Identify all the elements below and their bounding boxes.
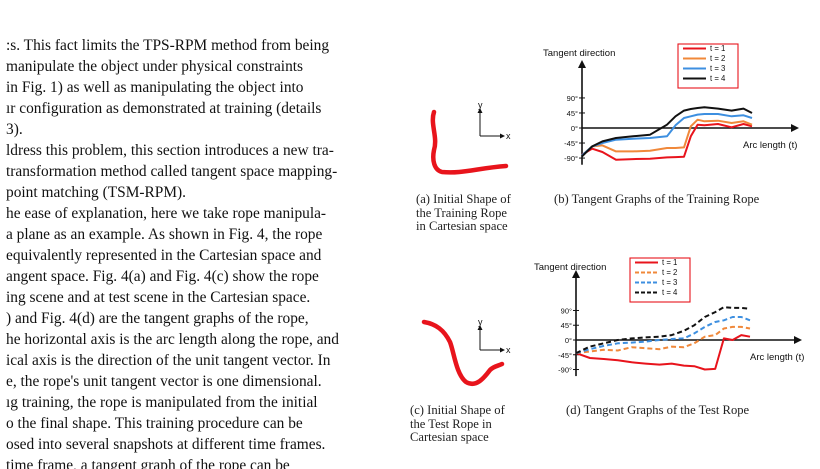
body-line: e, the rope's unit tangent vector is one… <box>6 373 322 390</box>
caption-d-label: (d) Tangent Graphs of the Test Rope <box>566 403 750 417</box>
chart-d-series-line <box>575 334 751 371</box>
chart-d-legend-label: t = 4 <box>662 288 678 297</box>
body-line: ldress this problem, this section introd… <box>6 142 334 159</box>
body-line: o the final shape. This training procedu… <box>6 415 303 432</box>
chart-d-series-line <box>575 316 751 355</box>
body-line: time frame, a tangent graph of the rope … <box>6 457 290 469</box>
chart-b-series-line <box>581 106 753 158</box>
panel-a-axis-x-label: x <box>506 131 511 141</box>
chart-d-ytick-label: -90° <box>558 366 572 375</box>
body-line: ıg training, the rope is manipulated fro… <box>6 394 318 411</box>
chart-b-legend-label: t = 2 <box>710 54 725 63</box>
chart-d-ytick-label: 0° <box>565 336 572 345</box>
chart-d-x-axis-arrow-icon <box>794 336 802 344</box>
chart-d-series-line <box>575 306 751 355</box>
panel-a-axis-y-label: y <box>478 100 483 110</box>
chart-d-legend-box <box>629 257 691 303</box>
chart-d-ytick-label: 90° <box>561 306 572 315</box>
chart-d-y-axis-arrow-icon <box>572 270 580 278</box>
caption-a-line: the Training Rope <box>416 205 507 220</box>
chart-d-series-line <box>575 325 751 355</box>
chart-d-ytick-label: 45° <box>561 321 572 330</box>
test-tangent-chart: Tangent direction Arc length (t) 90° 45° 0… <box>534 257 804 377</box>
body-line: transformation method called tangent spa… <box>6 163 338 180</box>
chart-b-ytick-label: 0° <box>571 124 578 133</box>
body-line: in Fig. 1) as well as manipulating the o… <box>6 79 304 96</box>
body-line: ır configuration as demonstrated at trai… <box>6 100 322 117</box>
caption-a-line: (a) Initial Shape of <box>416 192 511 206</box>
chart-b-ytick-label: -45° <box>564 139 578 148</box>
chart-b-ytick-label: 90° <box>567 94 578 103</box>
body-line: equivalently represented in the Cartesia… <box>6 247 322 264</box>
body-line: angent space. Fig. 4(a) and Fig. 4(c) sh… <box>6 268 319 285</box>
chart-b-y-axis-label: Tangent direction <box>543 48 615 59</box>
caption-c: (c) Initial Shape of the Test Rope in Ca… <box>410 403 535 445</box>
body-line: he horizontal axis is the arc length alo… <box>6 331 339 348</box>
chart-b-ytick-label: 45° <box>567 109 578 118</box>
chart-d-legend-label: t = 2 <box>662 268 677 277</box>
panel-c-rope-figure: y x <box>421 317 511 387</box>
training-tangent-chart: Tangent direction Arc length (t) 90° 45° 0… <box>543 43 799 165</box>
body-text-column: :s. This fact limits the TPS-RPM method … <box>0 37 388 469</box>
body-line: ing scene and at test scene in the Carte… <box>6 289 311 306</box>
chart-d-y-axis-label: Tangent direction <box>534 262 606 273</box>
caption-a-line: in Cartesian space <box>416 219 508 233</box>
caption-a: (a) Initial Shape of the Training Rope i… <box>416 192 536 234</box>
body-line: manipulate the object under physical con… <box>6 58 304 75</box>
panel-a-rope-figure: y x <box>430 100 511 175</box>
body-line: :s. This fact limits the TPS-RPM method … <box>6 37 330 54</box>
training-rope-curve <box>430 109 509 175</box>
chart-b-ytick-label: -90° <box>564 154 578 163</box>
chart-b-series-line <box>581 118 753 157</box>
chart-b-x-axis-label: Arc length (t) <box>743 140 797 151</box>
chart-d-ytick-label: -45° <box>558 351 572 360</box>
chart-b-y-axis-arrow-icon <box>578 60 586 68</box>
chart-d-legend-label: t = 1 <box>662 258 677 267</box>
test-rope-curve <box>421 319 505 387</box>
chart-b-x-axis-arrow-icon <box>791 124 799 132</box>
caption-c-line: (c) Initial Shape of <box>410 403 505 417</box>
chart-d-legend-label: t = 3 <box>662 278 677 287</box>
body-line: 3). <box>6 121 23 138</box>
caption-d-text: (d) Tangent Graphs of the Test Rope <box>566 403 806 418</box>
caption-b-label: (b) Tangent Graphs of the Training Rope <box>554 192 760 206</box>
axis-frame-icon <box>477 108 505 139</box>
caption-b-text: (b) Tangent Graphs of the Training Rope <box>554 192 804 207</box>
body-line: a plane as an example. As shown in Fig. … <box>6 226 323 243</box>
axis-frame-icon <box>477 325 505 353</box>
body-line: osed into several snapshots at different… <box>6 436 326 453</box>
body-line: he ease of explanation, here we take rop… <box>6 205 327 222</box>
caption-c-line: Cartesian space <box>410 430 489 444</box>
chart-b-legend-label: t = 4 <box>710 74 726 83</box>
caption-c-line: the Test Rope in <box>410 416 492 431</box>
panel-c-axis-x-label: x <box>506 345 511 355</box>
chart-b-legend-label: t = 3 <box>710 64 725 73</box>
body-line: ical axis is the direction of the unit t… <box>6 352 331 369</box>
chart-b-series-line <box>581 123 753 161</box>
body-line: point matching (TSM-RPM). <box>6 184 186 201</box>
chart-b-series-line <box>581 113 753 157</box>
chart-d-x-axis-label: Arc length (t) <box>750 352 804 363</box>
panel-c-axis-y-label: y <box>478 317 483 327</box>
chart-b-legend-box <box>677 43 739 89</box>
chart-b-legend-label: t = 1 <box>710 44 725 53</box>
body-line: ) and Fig. 4(d) are the tangent graphs o… <box>6 310 309 327</box>
